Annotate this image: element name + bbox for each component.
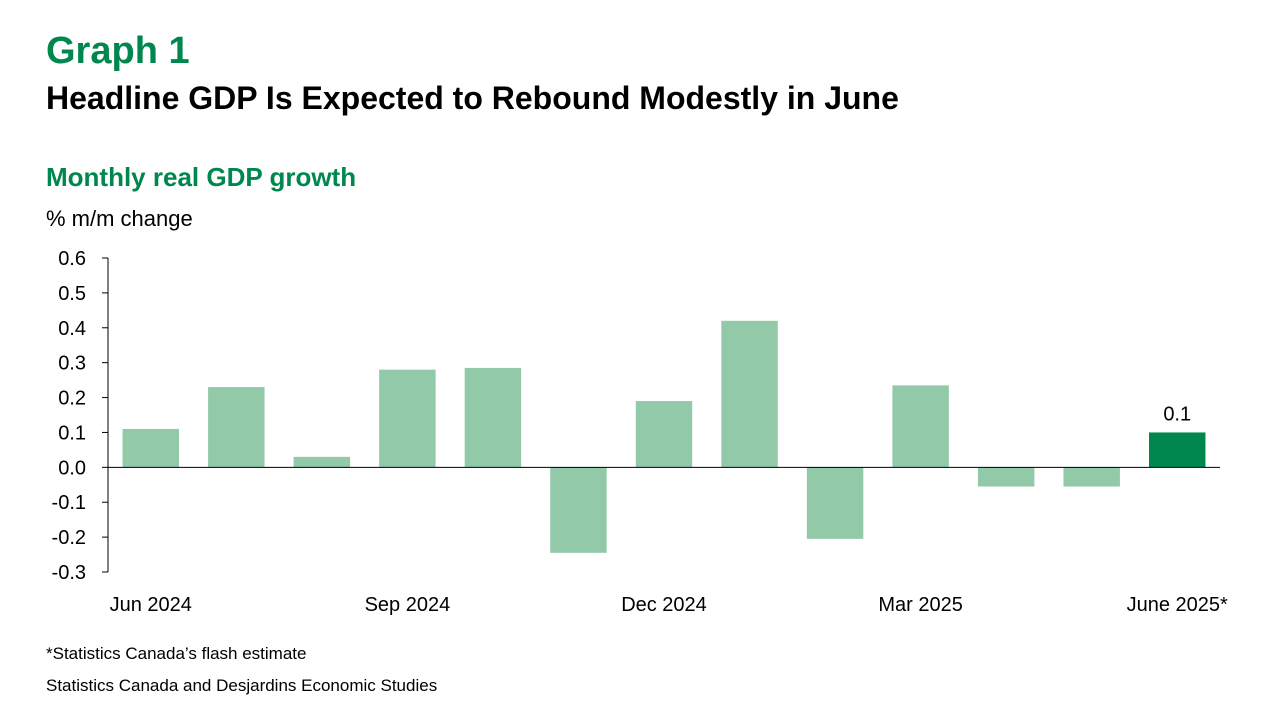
y-tick-label: -0.1 bbox=[52, 492, 86, 514]
y-axis-unit-label: % m/m change bbox=[46, 206, 193, 231]
bar bbox=[1149, 432, 1206, 468]
bars-group bbox=[122, 320, 1206, 553]
bar bbox=[806, 467, 864, 539]
y-tick-label: 0.3 bbox=[58, 353, 86, 375]
x-tick-label: June 2025* bbox=[1127, 594, 1228, 616]
data-label: 0.1 bbox=[1163, 403, 1191, 425]
x-tick-label: Mar 2025 bbox=[878, 594, 963, 616]
x-tick-label: Jun 2024 bbox=[110, 594, 192, 616]
y-tick-label: 0.1 bbox=[58, 422, 86, 444]
bar bbox=[977, 467, 1035, 487]
y-tick-label: 0.4 bbox=[58, 318, 86, 340]
bar bbox=[122, 428, 179, 468]
x-tick-label: Sep 2024 bbox=[365, 594, 451, 616]
y-tick-label: 0.5 bbox=[58, 283, 86, 305]
axes-group bbox=[102, 257, 1220, 573]
bar bbox=[1063, 467, 1120, 487]
y-tick-label: -0.2 bbox=[52, 527, 86, 549]
footnote: *Statistics Canada’s flash estimate bbox=[46, 644, 307, 663]
chart-subtitle: Monthly real GDP growth bbox=[46, 162, 357, 192]
bar bbox=[379, 369, 436, 468]
x-tick-label: Dec 2024 bbox=[621, 594, 707, 616]
bar bbox=[892, 385, 949, 468]
bar bbox=[464, 367, 522, 468]
bar bbox=[550, 467, 607, 553]
y-tick-label: 0.0 bbox=[58, 457, 86, 479]
bar bbox=[208, 387, 265, 468]
bar bbox=[293, 456, 351, 468]
chart-title: Headline GDP Is Expected to Rebound Mode… bbox=[46, 80, 899, 116]
graph-number: Graph 1 bbox=[46, 30, 190, 72]
y-tick-label: 0.6 bbox=[58, 248, 86, 270]
y-tick-label: -0.3 bbox=[52, 562, 86, 584]
source-note: Statistics Canada and Desjardins Economi… bbox=[46, 676, 438, 695]
bar bbox=[635, 401, 693, 468]
y-tick-label: 0.2 bbox=[58, 388, 86, 410]
labels-group: 0.6 0.5 0.4 0.3 0.2 0.1 0.0 -0.1 -0.2 -0.3 Jun 202… bbox=[52, 248, 1229, 616]
bar bbox=[721, 320, 778, 468]
